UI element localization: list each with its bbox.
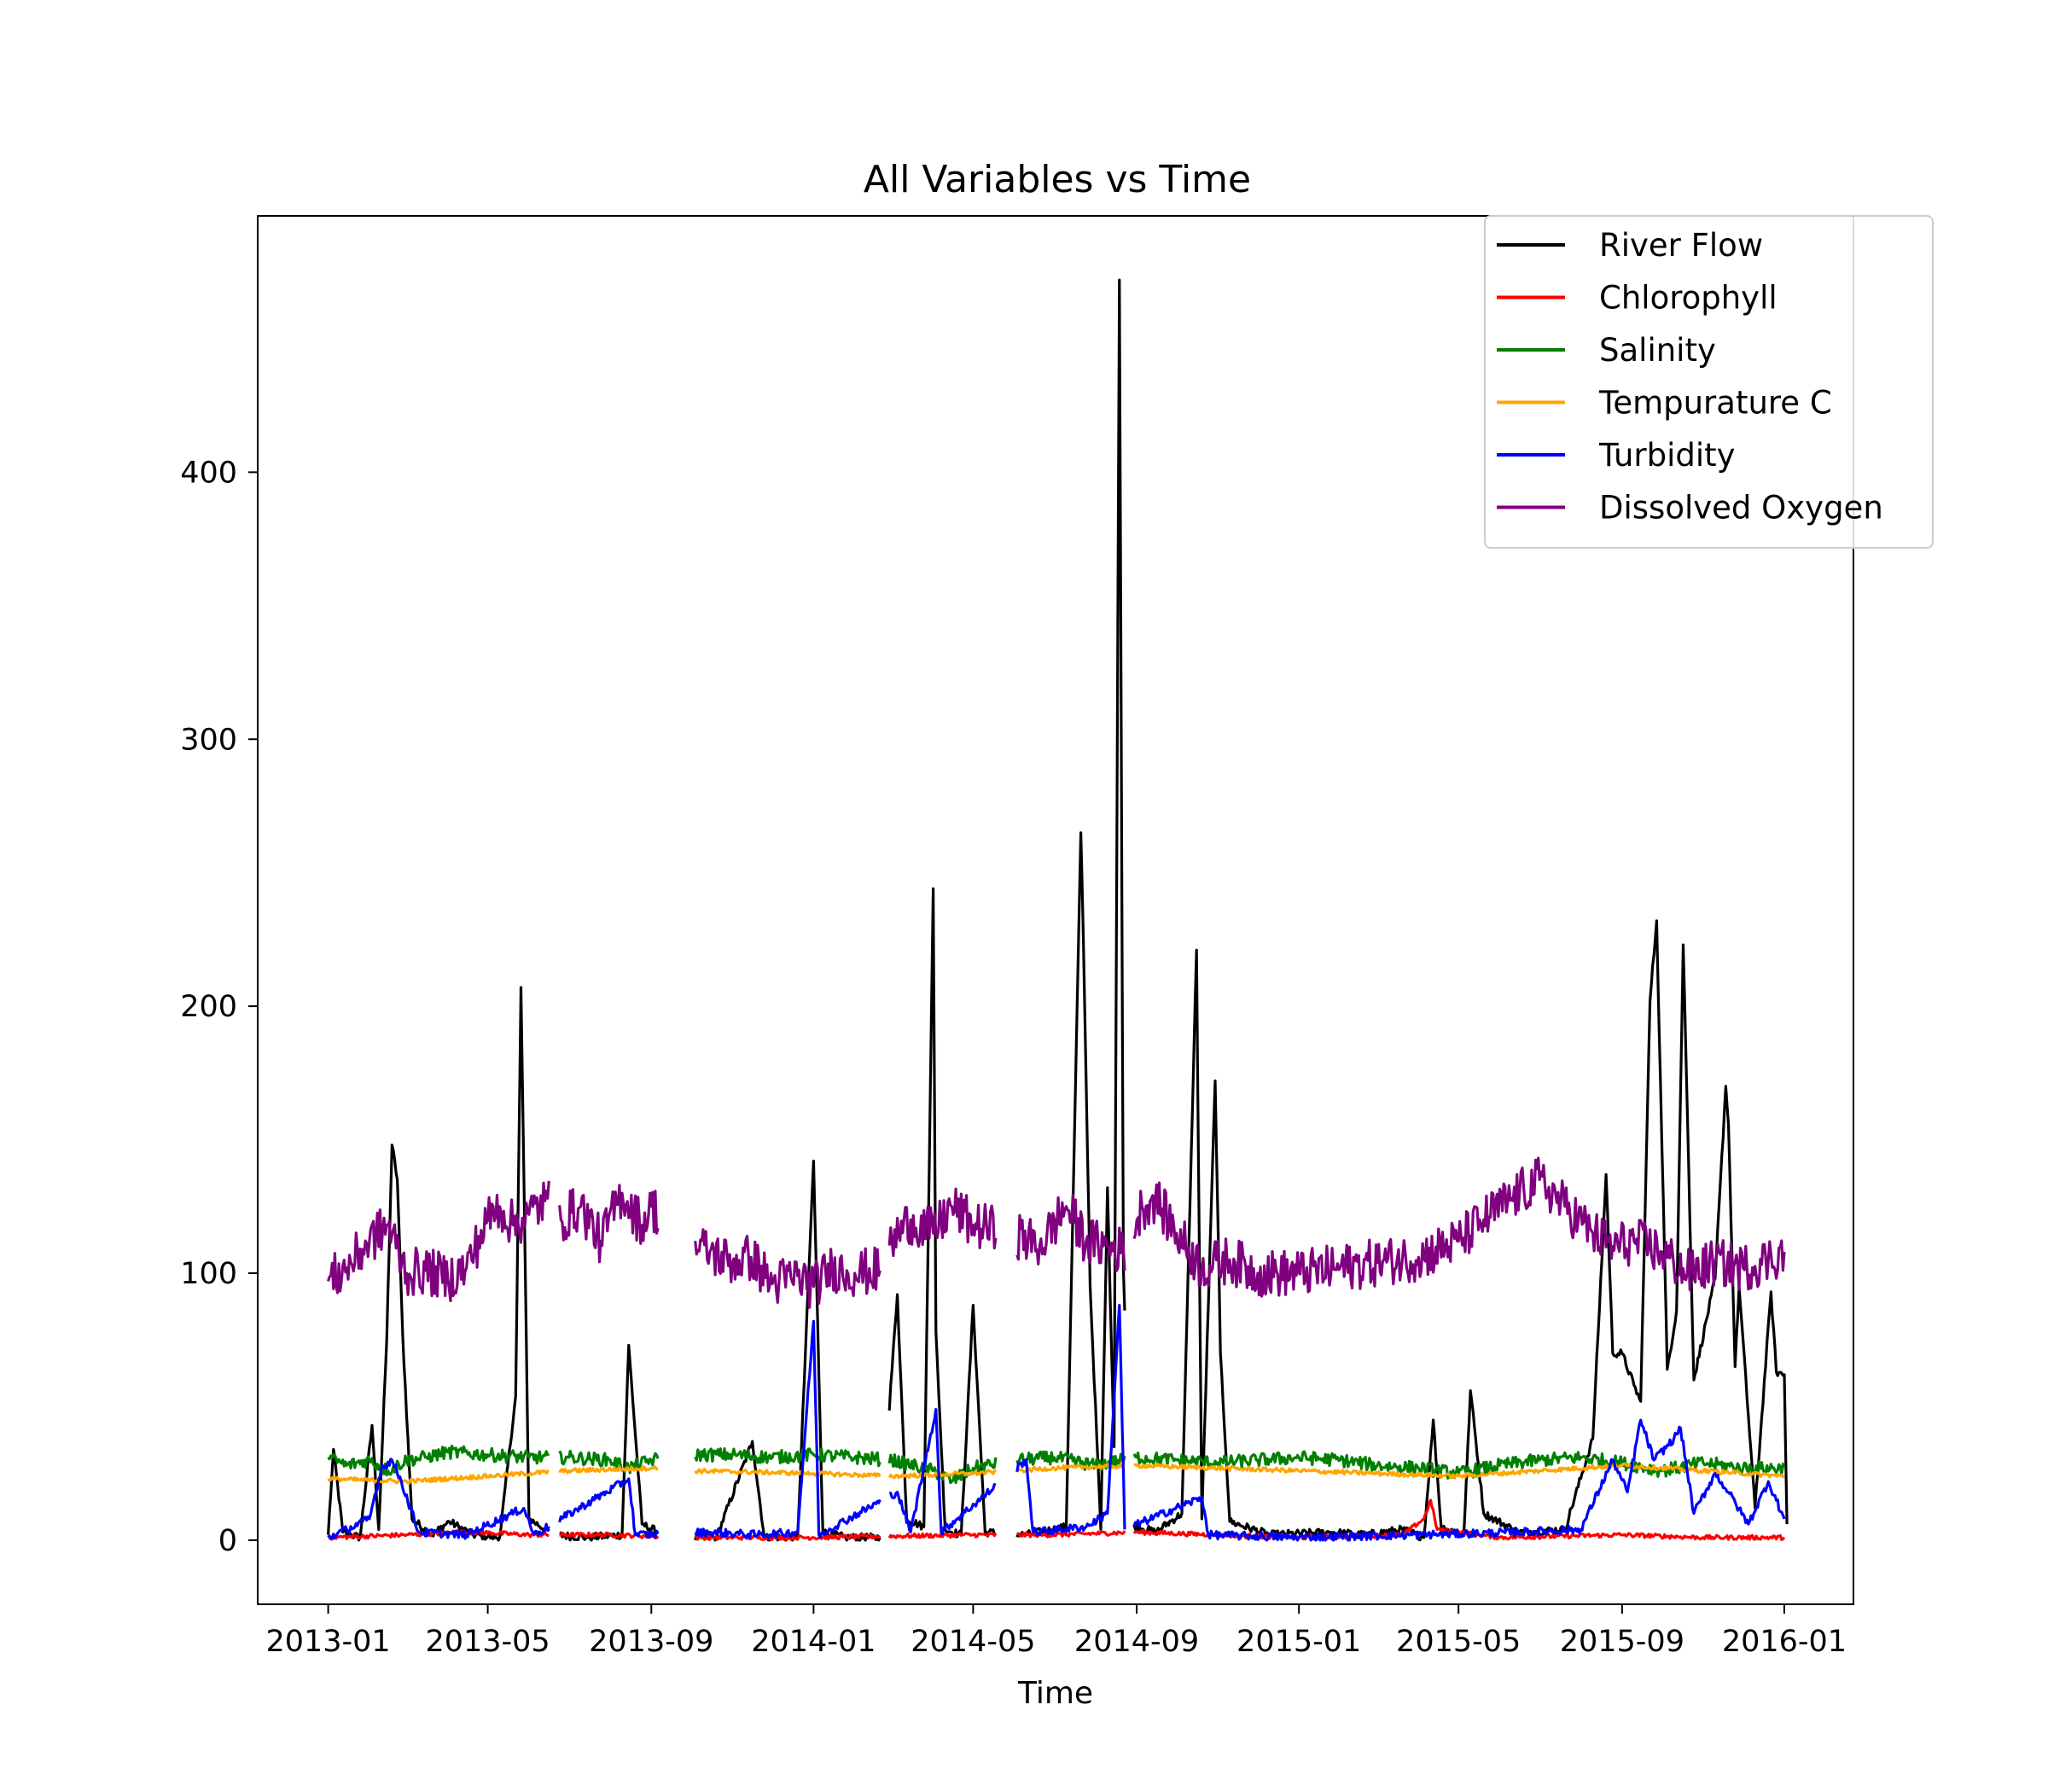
legend-label: Chlorophyll (1599, 280, 1777, 317)
series-line-turbidity (327, 1304, 1786, 1542)
legend-label: Turbidity (1598, 437, 1736, 474)
legend: River Flow Chlorophyll Salinity Tempurature… (1484, 215, 1934, 549)
legend-box (1484, 215, 1934, 549)
x-axis: 2013-01 2013-05 2013-09 2014-01 2014-05 2014-… (265, 1604, 1847, 1659)
x-tick-label: 2015-05 (1396, 1625, 1521, 1659)
y-tick-label: 200 (180, 990, 237, 1024)
plot-frame (257, 215, 1854, 1605)
legend-label: Salinity (1599, 332, 1716, 369)
series-line-tempurature-c (327, 1462, 1785, 1485)
series-line-salinity (327, 1444, 1786, 1485)
x-tick-label: 2014-05 (911, 1625, 1035, 1659)
series-line-dissolved-oxygen (327, 1156, 1786, 1309)
x-tick-label: 2014-01 (751, 1625, 876, 1659)
series-layer (327, 278, 1789, 1542)
x-tick-label: 2015-01 (1236, 1625, 1361, 1659)
x-tick-label: 2013-01 (265, 1625, 390, 1659)
x-tick-label: 2016-01 (1722, 1625, 1847, 1659)
legend-label: Dissolved Oxygen (1599, 490, 1883, 527)
legend-label: Tempurature C (1598, 385, 1832, 422)
y-tick-label: 0 (218, 1524, 237, 1558)
y-axis: 0 100 200 300 400 (180, 456, 258, 1558)
series-line-chlorophyll (328, 1498, 1786, 1541)
y-tick-label: 300 (180, 723, 237, 757)
x-tick-label: 2013-05 (425, 1625, 550, 1659)
x-tick-label: 2013-09 (589, 1625, 713, 1659)
chart-title: All Variables vs Time (864, 158, 1251, 201)
x-tick-label: 2015-09 (1560, 1625, 1684, 1659)
x-axis-label: Time (1017, 1676, 1093, 1711)
y-tick-label: 400 (180, 456, 237, 490)
x-tick-label: 2014-09 (1074, 1625, 1199, 1659)
y-tick-label: 100 (180, 1257, 237, 1291)
legend-label: River Flow (1599, 227, 1763, 264)
